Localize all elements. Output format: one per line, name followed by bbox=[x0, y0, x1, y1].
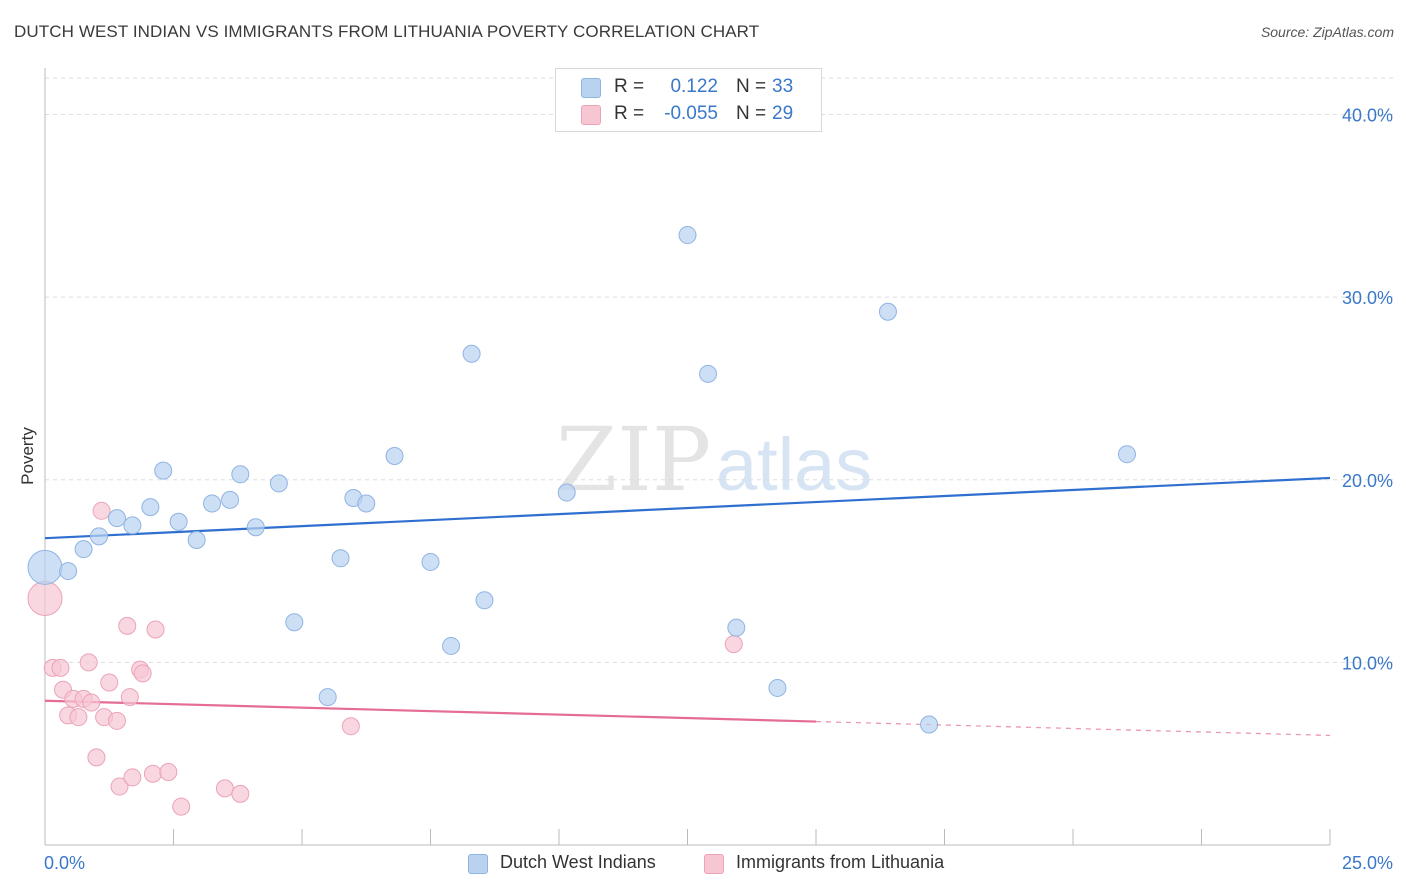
chart-title: DUTCH WEST INDIAN VS IMMIGRANTS FROM LIT… bbox=[14, 22, 760, 41]
point-immigrants-from-lithuania bbox=[231, 784, 250, 803]
r-label: R = bbox=[614, 76, 645, 97]
point-immigrants-from-lithuania bbox=[146, 620, 165, 639]
point-dutch-west-indians bbox=[107, 509, 126, 528]
legend-swatch-pink bbox=[704, 854, 724, 874]
point-immigrants-from-lithuania bbox=[215, 779, 234, 798]
stats-legend-row-blue: R = 0.122 N = 33 bbox=[556, 74, 821, 100]
point-immigrants-from-lithuania bbox=[120, 688, 139, 707]
point-dutch-west-indians bbox=[89, 527, 108, 546]
point-dutch-west-indians bbox=[557, 483, 576, 502]
point-dutch-west-indians bbox=[27, 549, 63, 585]
point-immigrants-from-lithuania bbox=[107, 711, 126, 730]
point-dutch-west-indians bbox=[246, 518, 265, 537]
watermark-zip: ZIP bbox=[556, 408, 711, 511]
r-label: R = bbox=[614, 103, 645, 124]
point-immigrants-from-lithuania bbox=[27, 580, 63, 616]
point-dutch-west-indians bbox=[1117, 445, 1136, 464]
stats-legend-row-pink: R = -0.055 N = 29 bbox=[556, 101, 821, 127]
point-dutch-west-indians bbox=[920, 715, 939, 734]
point-dutch-west-indians bbox=[221, 490, 240, 509]
point-dutch-west-indians bbox=[141, 498, 160, 517]
n-value: 29 bbox=[772, 103, 794, 124]
point-immigrants-from-lithuania bbox=[143, 764, 162, 783]
y-tick-label: 30.0% bbox=[1342, 288, 1393, 308]
point-dutch-west-indians bbox=[475, 591, 494, 610]
point-dutch-west-indians bbox=[154, 461, 173, 480]
n-value: 33 bbox=[772, 76, 794, 97]
point-immigrants-from-lithuania bbox=[123, 768, 142, 787]
point-immigrants-from-lithuania bbox=[79, 653, 98, 672]
data-points bbox=[27, 226, 1136, 816]
point-dutch-west-indians bbox=[187, 531, 206, 550]
point-immigrants-from-lithuania bbox=[341, 717, 360, 736]
point-dutch-west-indians bbox=[462, 344, 481, 363]
y-tick-label: 40.0% bbox=[1342, 106, 1393, 126]
legend-swatch-pink bbox=[581, 105, 601, 125]
source-label: Source: ZipAtlas.com bbox=[1260, 24, 1394, 40]
point-dutch-west-indians bbox=[269, 474, 288, 493]
point-dutch-west-indians bbox=[385, 447, 404, 466]
point-dutch-west-indians bbox=[59, 562, 78, 581]
x-tick-label: 25.0% bbox=[1342, 853, 1393, 873]
point-dutch-west-indians bbox=[421, 552, 440, 571]
point-dutch-west-indians bbox=[74, 540, 93, 559]
point-dutch-west-indians bbox=[678, 226, 697, 245]
stats-legend: R = 0.122 N = 33 R = -0.055 N = 29 bbox=[555, 68, 822, 132]
point-immigrants-from-lithuania bbox=[133, 664, 152, 683]
y-axis-label: Poverty bbox=[18, 427, 37, 485]
legend-label: Dutch West Indians bbox=[500, 852, 656, 872]
point-immigrants-from-lithuania bbox=[100, 673, 119, 692]
point-dutch-west-indians bbox=[318, 688, 337, 707]
point-immigrants-from-lithuania bbox=[92, 501, 111, 520]
point-dutch-west-indians bbox=[727, 618, 746, 637]
n-label: N = bbox=[736, 103, 767, 124]
watermark-atlas: atlas bbox=[716, 423, 872, 506]
point-immigrants-from-lithuania bbox=[87, 748, 106, 767]
point-dutch-west-indians bbox=[169, 512, 188, 531]
point-dutch-west-indians bbox=[768, 678, 787, 697]
watermark: ZIP atlas bbox=[556, 408, 872, 511]
point-dutch-west-indians bbox=[231, 465, 250, 484]
point-dutch-west-indians bbox=[442, 636, 461, 655]
trend-lines bbox=[44, 476, 1331, 737]
point-dutch-west-indians bbox=[285, 613, 304, 632]
point-immigrants-from-lithuania bbox=[159, 762, 178, 781]
point-dutch-west-indians bbox=[878, 302, 897, 321]
point-immigrants-from-lithuania bbox=[82, 693, 101, 712]
point-immigrants-from-lithuania bbox=[118, 616, 137, 635]
point-dutch-west-indians bbox=[357, 494, 376, 513]
tick-labels: 10.0% 20.0% 30.0% 40.0% 0.0% 25.0% bbox=[44, 106, 1393, 873]
point-dutch-west-indians bbox=[123, 516, 142, 535]
point-dutch-west-indians bbox=[203, 494, 222, 513]
y-tick-label: 10.0% bbox=[1342, 653, 1393, 673]
point-immigrants-from-lithuania bbox=[110, 777, 129, 796]
axes bbox=[44, 68, 1331, 846]
point-immigrants-from-lithuania bbox=[172, 797, 191, 816]
point-immigrants-from-lithuania bbox=[51, 658, 70, 677]
r-value: -0.055 bbox=[664, 103, 718, 124]
trend-line-immigrants-from-lithuania bbox=[44, 699, 817, 723]
gridlines bbox=[45, 77, 1395, 663]
x-tick-label: 0.0% bbox=[44, 853, 85, 873]
r-value: 0.122 bbox=[670, 76, 718, 97]
legend-swatch-blue bbox=[581, 78, 601, 98]
legend-label: Immigrants from Lithuania bbox=[736, 852, 945, 872]
trend-line-extension bbox=[815, 720, 1331, 737]
n-label: N = bbox=[736, 76, 767, 97]
point-immigrants-from-lithuania bbox=[69, 708, 88, 727]
legend-swatch-blue bbox=[468, 854, 488, 874]
point-dutch-west-indians bbox=[331, 549, 350, 568]
point-immigrants-from-lithuania bbox=[724, 635, 743, 654]
point-dutch-west-indians bbox=[699, 364, 718, 383]
y-tick-label: 20.0% bbox=[1342, 471, 1393, 491]
